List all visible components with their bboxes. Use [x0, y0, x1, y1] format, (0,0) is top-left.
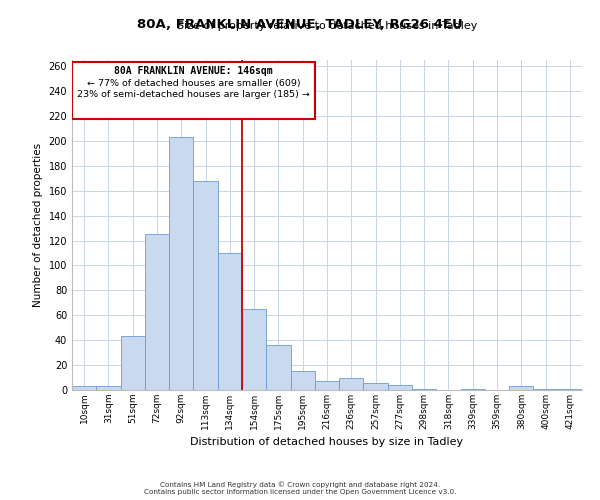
Bar	[533, 389, 558, 390]
Bar	[339, 378, 364, 390]
Y-axis label: Number of detached properties: Number of detached properties	[33, 143, 43, 307]
Bar	[315, 382, 339, 390]
Bar	[218, 253, 242, 390]
Bar	[193, 181, 218, 390]
Text: 80A FRANKLIN AVENUE: 146sqm: 80A FRANKLIN AVENUE: 146sqm	[114, 66, 273, 76]
Text: 23% of semi-detached houses are larger (185) →: 23% of semi-detached houses are larger (…	[77, 90, 310, 99]
Bar	[266, 345, 290, 390]
Text: Contains HM Land Registry data © Crown copyright and database right 2024.: Contains HM Land Registry data © Crown c…	[160, 481, 440, 488]
Title: Size of property relative to detached houses in Tadley: Size of property relative to detached ho…	[177, 22, 477, 32]
Bar	[242, 309, 266, 390]
Bar	[461, 389, 485, 390]
X-axis label: Distribution of detached houses by size in Tadley: Distribution of detached houses by size …	[190, 438, 464, 448]
Bar	[169, 137, 193, 390]
Bar	[509, 386, 533, 390]
Text: ← 77% of detached houses are smaller (609): ← 77% of detached houses are smaller (60…	[86, 78, 300, 88]
Bar	[96, 386, 121, 390]
FancyBboxPatch shape	[72, 62, 315, 118]
Bar	[412, 389, 436, 390]
Text: 80A, FRANKLIN AVENUE, TADLEY, RG26 4EU: 80A, FRANKLIN AVENUE, TADLEY, RG26 4EU	[137, 18, 463, 30]
Bar	[290, 372, 315, 390]
Text: Contains public sector information licensed under the Open Government Licence v3: Contains public sector information licen…	[144, 489, 456, 495]
Bar	[145, 234, 169, 390]
Bar	[388, 385, 412, 390]
Bar	[72, 386, 96, 390]
Bar	[364, 382, 388, 390]
Bar	[558, 389, 582, 390]
Bar	[121, 336, 145, 390]
